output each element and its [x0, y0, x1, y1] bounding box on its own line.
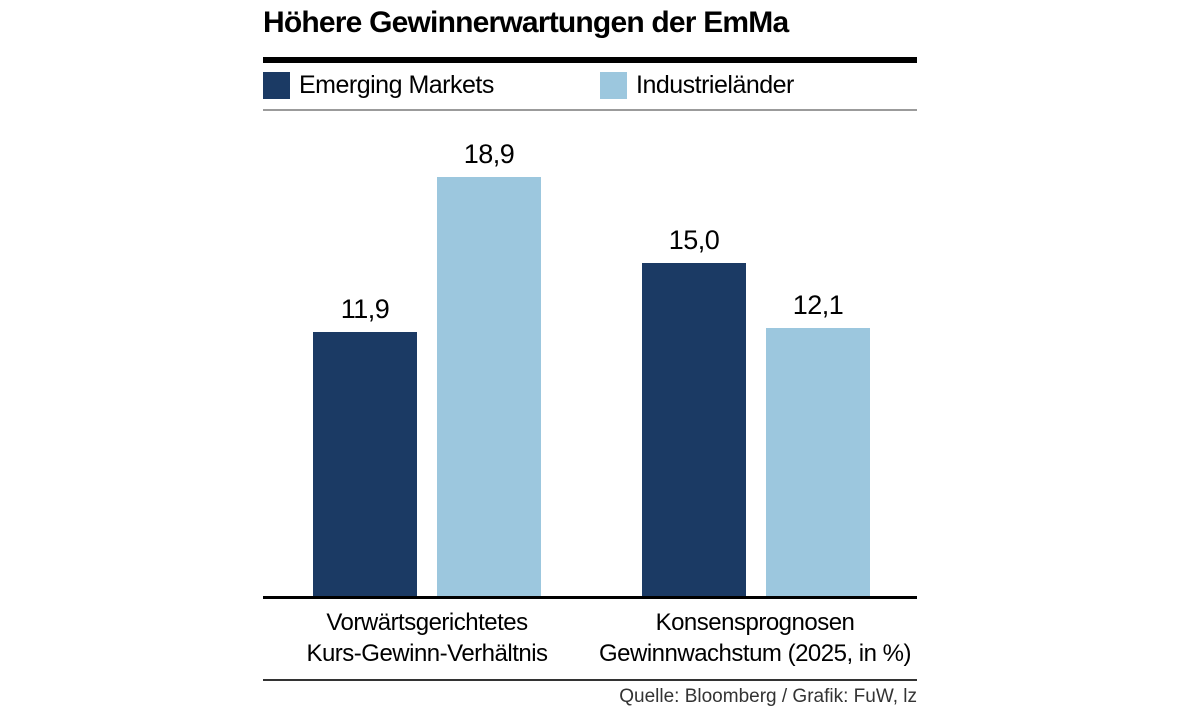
legend-label-industrielaender: Industrieländer	[636, 71, 794, 99]
legend-swatch-industrielaender	[600, 72, 627, 99]
legend-divider	[263, 109, 917, 111]
legend-label-emerging-markets: Emerging Markets	[299, 71, 494, 99]
bar-emerging-markets-group2	[642, 263, 746, 596]
footer-divider	[263, 679, 917, 681]
category-label-kgv: Vorwärtsgerichtetes Kurs-Gewinn-Verhältn…	[247, 607, 607, 669]
legend-swatch-emerging-markets	[263, 72, 290, 99]
bar-value-label: 11,9	[340, 294, 390, 324]
category-label-line: Konsensprognosen	[655, 609, 855, 636]
legend: Emerging Markets Industrieländer	[263, 71, 917, 101]
bar-value-label: 18,9	[463, 139, 515, 169]
category-label-line: Gewinnwachstum (2025, in %)	[599, 640, 911, 667]
source-credit: Quelle: Bloomberg / Grafik: FuW, lz	[619, 686, 917, 707]
legend-item-emerging-markets: Emerging Markets	[263, 71, 494, 100]
bar-industriel-nder-group2	[766, 328, 870, 596]
legend-item-industrielaender: Industrieländer	[600, 71, 794, 100]
title-divider	[263, 57, 917, 63]
category-label-line: Vorwärtsgerichtetes	[326, 609, 528, 636]
category-label-line: Kurs-Gewinn-Verhältnis	[306, 640, 548, 667]
plot-area: 11,9 18,9 15,0 12,1	[263, 115, 917, 599]
bar-emerging-markets-group1	[313, 332, 417, 596]
category-axis: Vorwärtsgerichtetes Kurs-Gewinn-Verhältn…	[263, 607, 917, 677]
bar-industriel-nder-group1	[437, 177, 541, 596]
bar-chart: Höhere Gewinnerwartungen der EmMa Emergi…	[263, 0, 917, 713]
category-label-gewinnwachstum: Konsensprognosen Gewinnwachstum (2025, i…	[575, 607, 935, 669]
chart-title: Höhere Gewinnerwartungen der EmMa	[263, 6, 789, 39]
bar-value-label: 12,1	[792, 290, 844, 320]
bar-value-label: 15,0	[668, 225, 720, 255]
